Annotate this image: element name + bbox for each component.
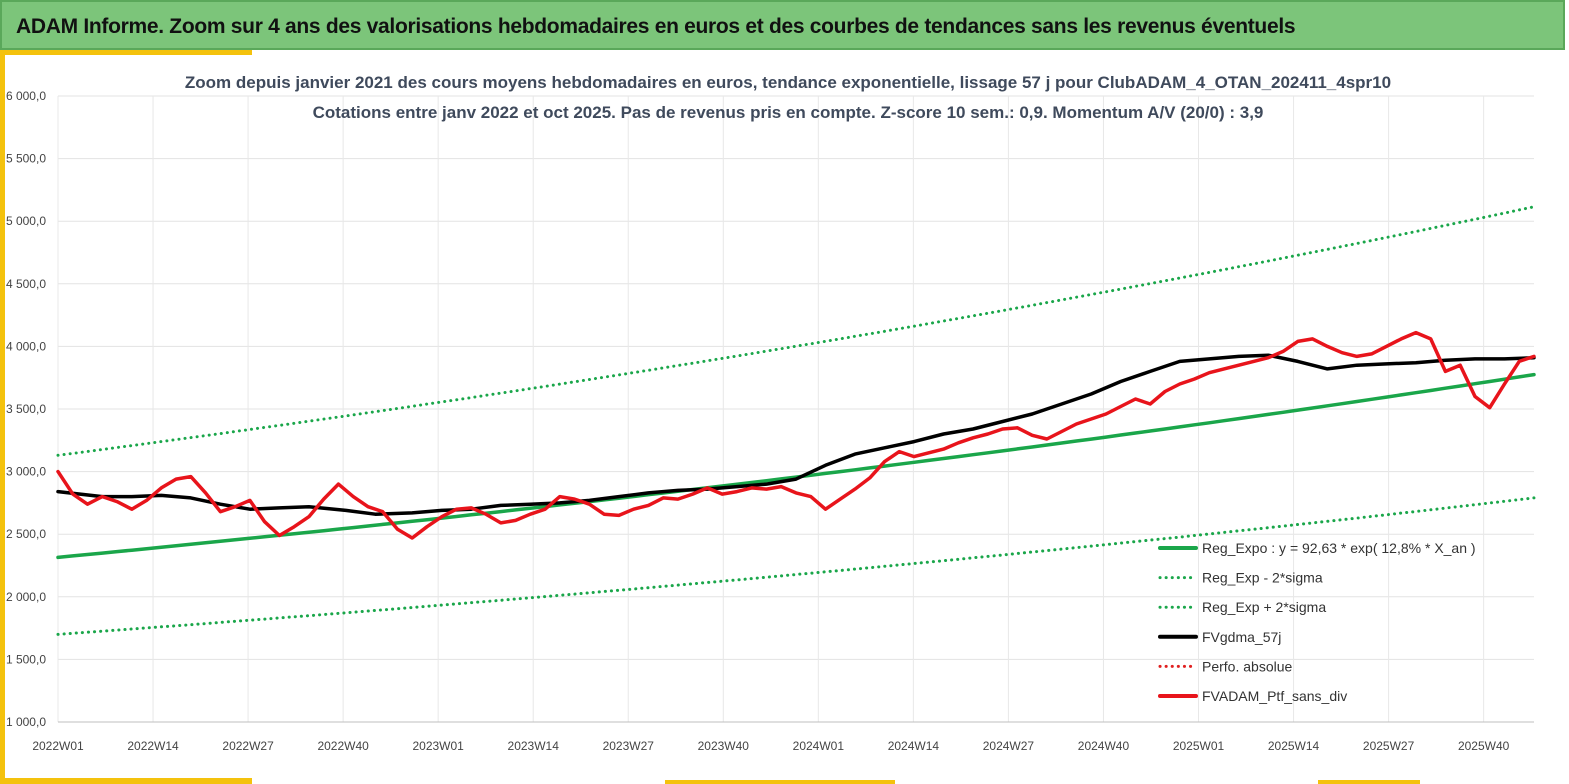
banner-title: ADAM Informe. Zoom sur 4 ans des valoris… xyxy=(16,15,1296,38)
legend-label: Reg_Expo : y = 92,63 * exp( 12,8% * X_an… xyxy=(1202,540,1476,556)
y-tick-label: 3 000,0 xyxy=(6,465,46,479)
chart-title: Zoom depuis janvier 2021 des cours moyen… xyxy=(185,73,1391,92)
y-tick-label: 6 000,0 xyxy=(6,89,46,103)
y-tick-label: 3 500,0 xyxy=(6,402,46,416)
series-line xyxy=(56,205,1536,457)
y-tick-label: 2 000,0 xyxy=(6,590,46,604)
y-tick-label: 2 500,0 xyxy=(6,527,46,541)
x-tick-label: 2023W01 xyxy=(412,739,464,753)
x-axis-ticks: 2022W01 2022W14 2022W27 2022W40 2023W01 2023W… xyxy=(32,739,1509,753)
legend-label: FVADAM_Ptf_sans_div xyxy=(1202,688,1347,704)
x-tick-label: 2023W14 xyxy=(508,739,560,753)
x-tick-label: 2025W27 xyxy=(1363,739,1415,753)
legend-label: Reg_Exp + 2*sigma xyxy=(1202,599,1326,615)
x-tick-label: 2022W27 xyxy=(222,739,274,753)
y-tick-label: 5 500,0 xyxy=(6,152,46,166)
gold-accent-top-left xyxy=(0,50,252,55)
legend-label: FVgdma_57j xyxy=(1202,629,1281,645)
y-tick-label: 5 000,0 xyxy=(6,214,46,228)
x-tick-label: 2025W40 xyxy=(1458,739,1510,753)
gold-accent-bottom-middle xyxy=(665,780,895,784)
y-tick-label: 4 500,0 xyxy=(6,277,46,291)
x-tick-label: 2024W27 xyxy=(983,739,1035,753)
chart-legend: Reg_Expo : y = 92,63 * exp( 12,8% * X_an… xyxy=(1158,540,1476,704)
gold-accent-bottom-left xyxy=(0,778,252,784)
x-tick-label: 2022W40 xyxy=(317,739,369,753)
series-line xyxy=(56,353,1536,516)
x-tick-label: 2024W01 xyxy=(793,739,845,753)
gold-accent-left xyxy=(0,50,5,784)
y-tick-label: 4 000,0 xyxy=(6,339,46,353)
x-tick-label: 2025W14 xyxy=(1268,739,1320,753)
gold-accent-bottom-right xyxy=(1318,780,1420,784)
series-layer xyxy=(56,205,1536,636)
series-line xyxy=(56,330,1536,540)
legend-label: Perfo. absolue xyxy=(1202,658,1292,674)
y-tick-label: 1 500,0 xyxy=(6,652,46,666)
y-axis-ticks: 6 000,0 5 500,0 5 000,0 4 500,0 4 000,0 3 500… xyxy=(6,89,46,729)
x-tick-label: 2022W01 xyxy=(32,739,84,753)
chart-subtitle: Cotations entre janv 2022 et oct 2025. P… xyxy=(313,103,1264,122)
series-line xyxy=(56,372,1536,560)
x-tick-label: 2023W27 xyxy=(603,739,655,753)
x-tick-label: 2024W40 xyxy=(1078,739,1130,753)
banner: ADAM Informe. Zoom sur 4 ans des valoris… xyxy=(0,0,1565,50)
legend-label: Reg_Exp - 2*sigma xyxy=(1202,570,1323,586)
x-tick-label: 2025W01 xyxy=(1173,739,1225,753)
x-tick-label: 2023W40 xyxy=(698,739,750,753)
x-tick-label: 2024W14 xyxy=(888,739,940,753)
y-tick-label: 1 000,0 xyxy=(6,715,46,729)
x-tick-label: 2022W14 xyxy=(127,739,179,753)
